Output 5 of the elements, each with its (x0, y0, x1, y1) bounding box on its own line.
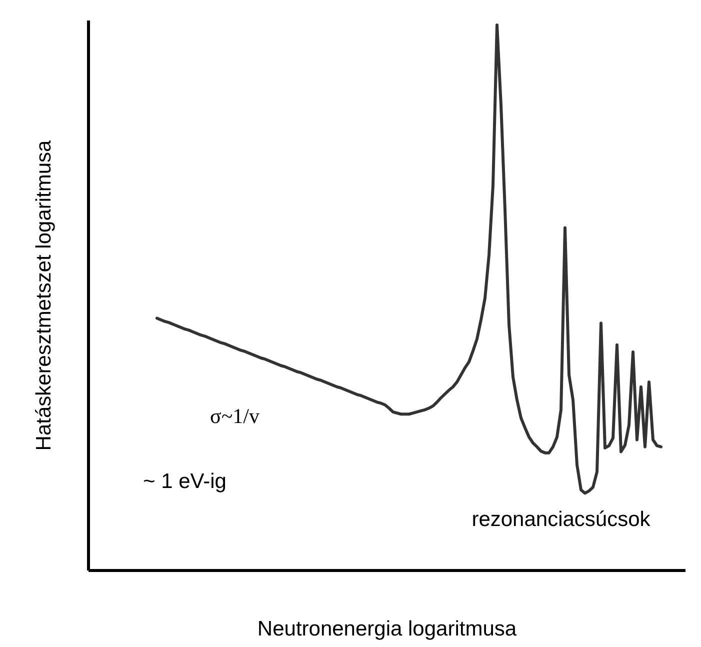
annotation: ~ 1 eV-ig (143, 470, 226, 493)
annotation: σ~1/v (210, 404, 260, 428)
annotation: rezonanciacsúcsok (472, 508, 651, 531)
y-axis-title: Hatáskeresztmetszet logaritmusa (32, 140, 56, 451)
x-axis-title: Neutronenergia logaritmusa (257, 618, 517, 640)
